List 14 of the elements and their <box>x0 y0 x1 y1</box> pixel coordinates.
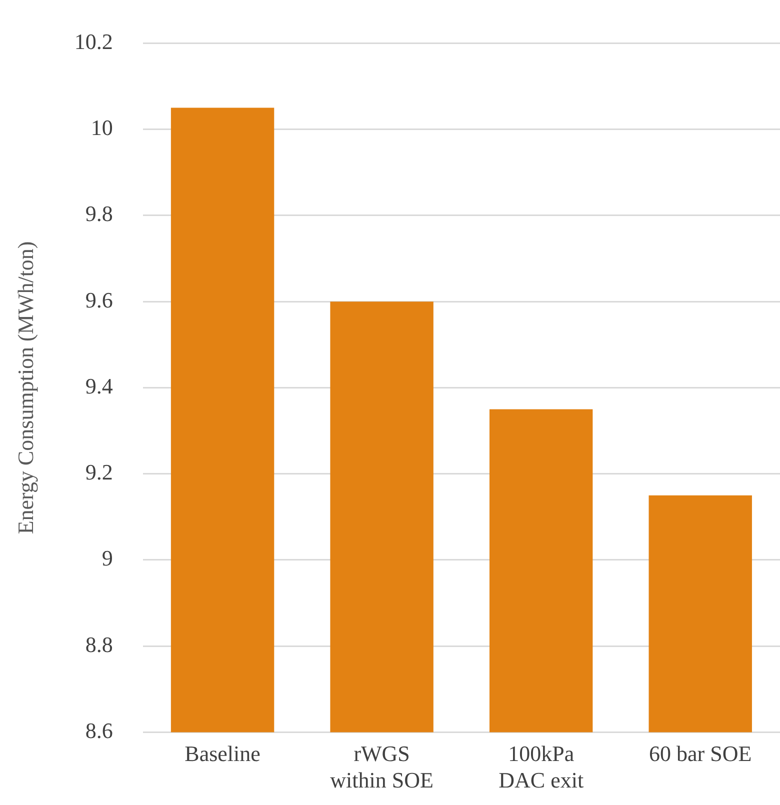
x-tick-label: Baseline <box>184 741 260 766</box>
y-tick-label: 9.8 <box>85 201 113 226</box>
y-tick-label: 8.6 <box>85 718 113 743</box>
x-tick-label: 100kPa DAC exit <box>498 741 584 793</box>
y-tick-label: 9.4 <box>85 373 113 398</box>
y-tick-label: 10.2 <box>74 28 113 54</box>
x-tick-label: rWGS within SOE <box>330 741 434 793</box>
x-tick-label: 60 bar SOE <box>649 741 752 766</box>
y-tick-label: 9.6 <box>85 287 113 312</box>
y-tick-label: 9 <box>102 546 113 571</box>
y-tick-label: 10 <box>90 115 113 140</box>
y-tick-label: 9.2 <box>85 460 113 485</box>
y-axis-title: Energy Consumption (MWh/ton) <box>12 241 38 534</box>
y-tick-label: 8.8 <box>85 632 113 657</box>
